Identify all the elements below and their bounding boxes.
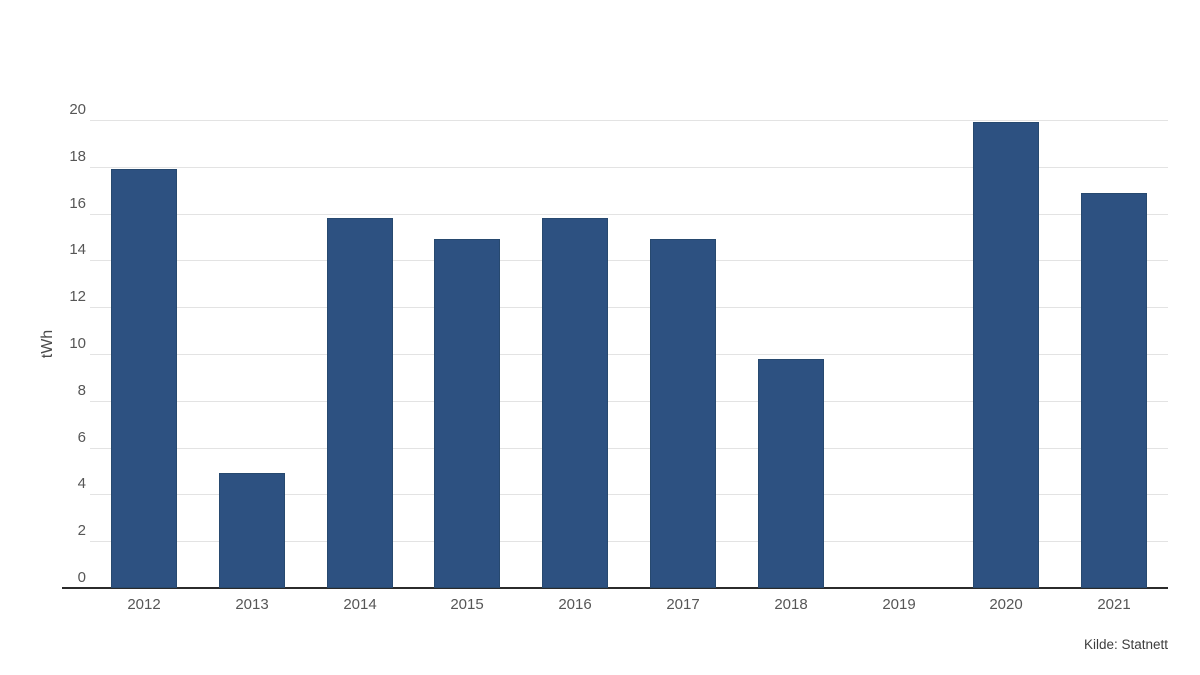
gridline-y-12 xyxy=(90,307,1168,308)
x-tick-label-2014: 2014 xyxy=(343,596,377,613)
y-tick-label-8: 8 xyxy=(77,382,86,399)
y-tick-label-6: 6 xyxy=(77,429,86,446)
gridline-y-18 xyxy=(90,167,1168,168)
source-note: Kilde: Statnett xyxy=(1083,637,1168,652)
gridline-y-14 xyxy=(90,260,1168,261)
y-tick-label-10: 10 xyxy=(69,335,86,352)
y-tick-label-12: 12 xyxy=(69,288,86,305)
x-tick-label-2020: 2020 xyxy=(989,596,1023,613)
bar-2017 xyxy=(650,239,716,588)
gridline-y-2 xyxy=(90,541,1168,542)
x-tick-label-2013: 2013 xyxy=(235,596,269,613)
bar-2020 xyxy=(973,122,1039,588)
gridline-y-16 xyxy=(90,214,1168,215)
x-axis-line xyxy=(62,587,1168,589)
gridline-y-6 xyxy=(90,448,1168,449)
y-tick-label-18: 18 xyxy=(69,148,86,165)
bar-2012 xyxy=(111,169,177,588)
bar-2015 xyxy=(434,239,500,588)
x-tick-label-2019: 2019 xyxy=(882,596,916,613)
x-tick-label-2021: 2021 xyxy=(1097,596,1131,613)
y-tick-label-2: 2 xyxy=(77,522,86,539)
gridline-y-8 xyxy=(90,401,1168,402)
x-tick-label-2012: 2012 xyxy=(127,596,161,613)
x-tick-label-2018: 2018 xyxy=(774,596,808,613)
bar-2013 xyxy=(219,473,285,588)
bar-2018 xyxy=(758,359,824,588)
x-tick-label-2016: 2016 xyxy=(558,596,592,613)
y-tick-label-4: 4 xyxy=(77,475,86,492)
y-tick-label-14: 14 xyxy=(69,241,86,258)
x-tick-label-2017: 2017 xyxy=(666,596,700,613)
x-tick-label-2015: 2015 xyxy=(450,596,484,613)
gridline-y-10 xyxy=(90,354,1168,355)
y-tick-label-0: 0 xyxy=(77,569,86,586)
gridline-y-20 xyxy=(90,120,1168,121)
gridline-y-4 xyxy=(90,494,1168,495)
y-tick-label-20: 20 xyxy=(69,101,86,118)
bar-2014 xyxy=(327,218,393,588)
bar-2021 xyxy=(1081,193,1147,588)
y-tick-label-16: 16 xyxy=(69,195,86,212)
bar-2016 xyxy=(542,218,608,588)
